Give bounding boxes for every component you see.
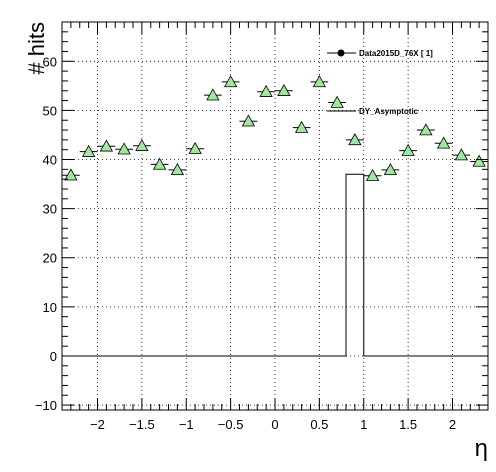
dy-point — [99, 139, 114, 152]
dy-point — [135, 138, 149, 151]
ticks — [61, 22, 489, 410]
y-axis-title: # hits — [24, 22, 49, 75]
dy-point — [330, 95, 344, 108]
dy-point — [294, 120, 309, 133]
x-tick-label: −1.5 — [129, 417, 155, 432]
x-tick-label: −0.5 — [218, 417, 244, 432]
legend-entry-data: Data2015D_76X [ 1] — [327, 49, 433, 58]
data-histogram — [62, 173, 488, 357]
dy-point — [206, 88, 220, 101]
y-tick-label: 50 — [43, 103, 57, 118]
dy-point — [348, 133, 362, 146]
dy-point — [117, 142, 131, 155]
legend-entry-dy: DY_Asymptotic — [327, 107, 419, 116]
dy-point — [419, 123, 433, 136]
dy-point — [259, 84, 273, 97]
legend: Data2015D_76X [ 1] DY_Asymptotic — [327, 49, 433, 116]
y-tick-label: 30 — [43, 202, 57, 217]
y-tick-label: −10 — [35, 398, 57, 413]
dy-point — [472, 154, 486, 167]
tick-labels: −2 −1.5 −1 −0.5 0 0.5 1 1.5 2 −10 0 10 20 30 40 50 60 — [35, 54, 456, 432]
dy-point — [454, 148, 469, 161]
legend-data-marker — [337, 49, 345, 57]
x-tick-label: 1.5 — [399, 417, 417, 432]
y-tick-label: 40 — [43, 153, 57, 168]
dy-point — [241, 114, 256, 127]
dy-point — [401, 143, 415, 156]
dy-point — [277, 83, 291, 96]
y-tick-label: 10 — [43, 300, 57, 315]
x-axis-title: η — [475, 435, 488, 462]
legend-data-label: Data2015D_76X [ 1] — [359, 49, 433, 58]
dy-point — [312, 75, 327, 88]
x-tick-label: 2 — [449, 417, 456, 432]
y-tick-label: 20 — [43, 251, 57, 266]
data-histogram-line — [62, 173, 488, 357]
dy-point — [188, 141, 202, 154]
dy-point — [383, 163, 398, 176]
dy-point — [152, 157, 167, 170]
x-tick-label: 0 — [271, 417, 278, 432]
dy-markers — [62, 75, 488, 181]
dy-point — [81, 144, 96, 157]
y-tick-label: 0 — [50, 349, 57, 364]
x-tick-label: −2 — [90, 417, 105, 432]
dy-point — [64, 168, 78, 181]
x-tick-label: 0.5 — [310, 417, 328, 432]
x-tick-label: −1 — [179, 417, 194, 432]
legend-dy-label: DY_Asymptotic — [359, 107, 419, 116]
x-tick-label: 1 — [360, 417, 367, 432]
dy-point — [436, 136, 451, 149]
dy-point — [170, 163, 185, 176]
y-tick-label: 60 — [43, 54, 57, 69]
dy-point — [223, 75, 238, 88]
dy-point — [365, 168, 380, 181]
